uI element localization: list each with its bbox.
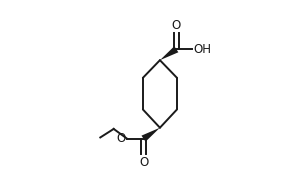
Polygon shape <box>141 128 160 142</box>
Text: O: O <box>139 156 148 169</box>
Polygon shape <box>160 46 179 60</box>
Text: O: O <box>172 19 181 32</box>
Text: OH: OH <box>193 43 211 56</box>
Text: O: O <box>117 132 126 145</box>
